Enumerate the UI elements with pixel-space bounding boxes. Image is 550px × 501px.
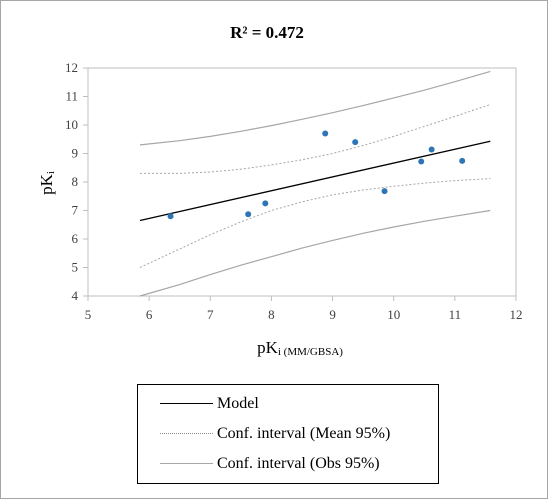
- y-tick-label: 10: [65, 117, 78, 132]
- legend-swatch-obs-ci: [160, 463, 213, 464]
- x-axis-label: pKi (MM/GBSA): [257, 338, 343, 358]
- mean-ci-upper-line: [140, 104, 491, 174]
- x-tick-label: 6: [146, 307, 153, 322]
- obs-ci-upper-line: [139, 70, 491, 146]
- model-line: [139, 140, 491, 222]
- legend-label-model: Model: [217, 395, 259, 412]
- data-point: [352, 139, 359, 146]
- legend-swatch-model: [160, 403, 213, 404]
- data-point: [167, 213, 174, 220]
- x-tick-labels: 5 6 7 8 9 10 11 12: [85, 307, 523, 322]
- legend: Model Conf. interval (Mean 95%) Conf. in…: [137, 384, 439, 484]
- y-tick-label: 4: [72, 288, 79, 303]
- chart-title: R² = 0.472: [230, 23, 304, 42]
- y-tick-label: 6: [72, 231, 79, 246]
- x-tick-label: 7: [207, 307, 214, 322]
- legend-label-obs-ci: Conf. interval (Obs 95%): [217, 455, 380, 472]
- x-tick-label: 9: [329, 307, 336, 322]
- x-tick-label: 12: [510, 307, 523, 322]
- data-point: [262, 200, 269, 207]
- y-tick-label: 9: [72, 146, 79, 161]
- y-tick-label: 8: [72, 174, 79, 189]
- legend-item-mean-ci: Conf. interval (Mean 95%): [138, 423, 438, 445]
- regression-lines: [139, 70, 491, 297]
- data-points: [167, 130, 466, 220]
- y-tick-labels: 4 5 6 7 8 9 10 11 12: [65, 60, 79, 303]
- data-point: [428, 146, 435, 153]
- x-tick-label: 11: [449, 307, 462, 322]
- data-point: [322, 130, 329, 137]
- legend-swatch-mean-ci: [160, 433, 213, 434]
- x-tick-label: 10: [387, 307, 400, 322]
- legend-item-model: Model: [138, 393, 438, 415]
- legend-item-obs-ci: Conf. interval (Obs 95%): [138, 453, 438, 475]
- data-point: [459, 157, 466, 164]
- y-tick-label: 12: [65, 60, 78, 75]
- data-point: [381, 188, 388, 195]
- y-tick-label: 5: [72, 260, 79, 275]
- data-point: [245, 211, 252, 218]
- y-axis-label: pKi: [37, 171, 57, 195]
- axes: [83, 67, 517, 301]
- x-tick-label: 8: [268, 307, 275, 322]
- data-point: [418, 158, 425, 165]
- x-tick-label: 5: [85, 307, 92, 322]
- y-tick-label: 7: [72, 203, 79, 218]
- legend-label-mean-ci: Conf. interval (Mean 95%): [217, 425, 391, 442]
- mean-ci-lower-line: [139, 178, 491, 268]
- y-tick-label: 11: [65, 89, 78, 104]
- obs-ci-lower-line: [139, 209, 491, 297]
